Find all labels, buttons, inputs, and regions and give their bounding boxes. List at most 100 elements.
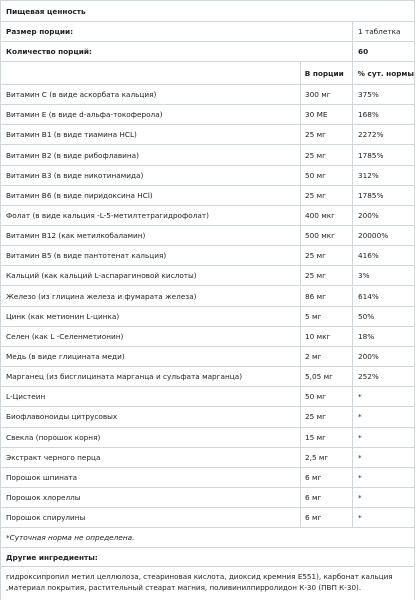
- footnote-row: *Суточная норма не определена.: [1, 528, 414, 548]
- nutrient-amount: 2 мг: [301, 346, 353, 367]
- nutrient-daily-value: 3%: [358, 271, 370, 281]
- nutrient-amount: 5 мг: [301, 306, 353, 326]
- nutrient-row: Медь (в виде глицината меди) 2 мг 200%: [1, 346, 414, 368]
- nutrient-row: Витамин B12 (как метилкобаламин) 500 мкг 2…: [1, 226, 414, 247]
- nutrient-daily-value: 1785%: [358, 190, 384, 200]
- nutrient-name: Железо (из глицина железа и фумарата жел…: [1, 286, 301, 306]
- nutrient-name: Биофлавоноиды цитрусовых: [1, 407, 301, 427]
- nutrient-name: Порошок спирулины: [1, 508, 301, 528]
- nutrient-name: Витамин B12 (как метилкобаламин): [1, 226, 301, 246]
- nutrient-name: Витамин B6 (в виде пиридоксина HCl): [1, 185, 301, 205]
- nutrient-row: L-Цистеин 50 мг *: [1, 387, 414, 408]
- nutrient-daily-value: 252%: [358, 372, 379, 382]
- nutrient-daily-value: *: [358, 472, 362, 482]
- nutrient-row: Витамин B6 (в виде пиридоксина HCl) 25 мг…: [1, 185, 414, 206]
- nutrient-row: Порошок спирулины 6 мг *: [1, 508, 414, 529]
- nutrient-daily-value: *: [358, 513, 362, 523]
- nutrient-amount: 500 мкг: [301, 226, 353, 246]
- nutrient-row: Витамин C (в виде аскорбата кальция) 300 …: [1, 85, 414, 106]
- nutrient-name: Витамин C (в виде аскорбата кальция): [1, 85, 301, 105]
- servings-count-label: Количество порций:: [1, 42, 353, 61]
- nutrient-amount: 15 мг: [301, 427, 353, 447]
- nutrient-daily-value: 50%: [358, 311, 375, 321]
- nutrient-amount: 25 мг: [301, 125, 353, 145]
- nutrient-row: Витамин B2 (в виде рибофлавина) 25 мг 1785…: [1, 145, 414, 166]
- nutrient-name: Порошок шпината: [1, 467, 301, 487]
- nutrient-row: Кальций (как кальций L-аспарагиновой кис…: [1, 266, 414, 287]
- nutrient-amount: 25 мг: [301, 266, 353, 286]
- nutrient-name: Витамин B1 (в виде тиамина HCL): [1, 125, 301, 145]
- column-header-row: В порции % сут. нормы: [1, 62, 414, 85]
- nutrient-row: Порошок хлореллы 6 мг *: [1, 488, 414, 509]
- header-per-serving: В порции: [301, 62, 353, 84]
- nutrient-row: Свекла (порошок корня) 15 мг *: [1, 427, 414, 448]
- nutrient-daily-value: 200%: [358, 352, 379, 361]
- header-blank: [1, 62, 301, 84]
- nutrient-name: Кальций (как кальций L-аспарагиновой кис…: [1, 266, 301, 286]
- nutrient-row: Цинк (как метионин L-цинка) 5 мг 50%: [1, 306, 414, 327]
- nutrient-name: Свекла (порошок корня): [1, 427, 301, 447]
- nutrient-daily-value: 20000%: [358, 231, 389, 241]
- nutrient-row: Биофлавоноиды цитрусовых 25 мг *: [1, 407, 414, 428]
- nutrient-amount: 10 мкг: [301, 326, 353, 346]
- nutrient-name: Витамин E (в виде d-альфа-токоферола): [1, 105, 301, 125]
- nutrient-name: Марганец (из бисглицината марганца и сул…: [1, 367, 301, 387]
- nutrient-name: Фолат (в виде кальция -L-5-метилтетрагид…: [1, 205, 301, 226]
- nutrient-daily-value: *: [358, 493, 362, 503]
- nutrient-daily-value: 1785%: [358, 150, 384, 160]
- footnote: *Суточная норма не определена.: [6, 533, 135, 542]
- nutrient-name: Экстракт черного перца: [1, 447, 301, 467]
- nutrient-name: Витамин B5 (в виде пантотенат кальция): [1, 246, 301, 266]
- nutrient-row: Фолат (в виде кальция -L-5-метилтетрагид…: [1, 205, 414, 227]
- nutrient-amount: 30 МЕ: [301, 105, 353, 125]
- nutrient-amount: 50 мг: [301, 387, 353, 407]
- nutrient-amount: 25 мг: [301, 145, 353, 165]
- nutrient-daily-value: *: [358, 392, 362, 402]
- table-title-row: Пищевая ценность: [1, 1, 414, 22]
- nutrient-row: Витамин B5 (в виде пантотенат кальция) 25…: [1, 246, 414, 267]
- nutrient-amount: 6 мг: [301, 488, 353, 508]
- servings-count-row: Количество порций: 60: [1, 42, 414, 62]
- nutrient-name: Селен (как L -Селенметионин): [1, 326, 301, 346]
- nutrient-name: Цинк (как метионин L-цинка): [1, 306, 301, 326]
- nutrient-row: Железо (из глицина железа и фумарата жел…: [1, 286, 414, 307]
- nutrient-amount: 25 мг: [301, 407, 353, 427]
- serving-size-label: Размер порции:: [1, 22, 353, 41]
- nutrient-amount: 25 мг: [301, 185, 353, 205]
- nutrient-amount: 6 мг: [301, 467, 353, 487]
- other-ingredients-header-row: Другие ингредиенты:: [1, 548, 414, 567]
- nutrient-daily-value: 312%: [358, 170, 379, 180]
- nutrient-name: Порошок хлореллы: [1, 488, 301, 508]
- nutrient-row: Витамин E (в виде d-альфа-токоферола) 30 …: [1, 105, 414, 126]
- nutrient-daily-value: 200%: [358, 210, 379, 220]
- nutrient-amount: 86 мг: [301, 286, 353, 306]
- serving-size-value: 1 таблетка: [358, 27, 401, 36]
- nutrient-row: Селен (как L -Селенметионин) 10 мкг 18%: [1, 326, 414, 347]
- nutrient-row: Экстракт черного перца 2,5 мг *: [1, 447, 414, 468]
- nutrient-daily-value: 18%: [358, 331, 375, 341]
- other-ingredients-title: Другие ингредиенты:: [6, 552, 98, 562]
- servings-count-value: 60: [358, 47, 369, 56]
- nutrient-daily-value: 2272%: [358, 130, 384, 140]
- nutrient-amount: 50 мг: [301, 165, 353, 185]
- nutrient-name: Витамин B2 (в виде рибофлавина): [1, 145, 301, 165]
- serving-size-row: Размер порции: 1 таблетка: [1, 22, 414, 42]
- nutrient-daily-value: *: [358, 412, 362, 422]
- nutrient-daily-value: *: [358, 452, 362, 462]
- nutrient-amount: 5,05 мг: [301, 367, 353, 387]
- other-ingredients-text: гидроксипропил метил целлюлоза, стеарино…: [6, 572, 393, 592]
- nutrient-amount: 2,5 мг: [301, 447, 353, 467]
- nutrient-daily-value: 614%: [358, 291, 379, 301]
- nutrient-amount: 400 мкг: [301, 205, 353, 226]
- header-daily-value: % сут. нормы: [357, 68, 414, 78]
- nutrient-amount: 300 мг: [301, 85, 353, 105]
- nutrient-daily-value: 375%: [358, 90, 379, 100]
- nutrient-row: Марганец (из бисглицината марганца и сул…: [1, 367, 414, 388]
- nutrient-row: Порошок шпината 6 мг *: [1, 467, 414, 488]
- nutrient-daily-value: *: [358, 432, 362, 442]
- nutrient-daily-value: 168%: [358, 110, 379, 120]
- table-title: Пищевая ценность: [6, 6, 86, 16]
- nutrient-name: Медь (в виде глицината меди): [1, 346, 301, 367]
- nutrient-amount: 25 мг: [301, 246, 353, 266]
